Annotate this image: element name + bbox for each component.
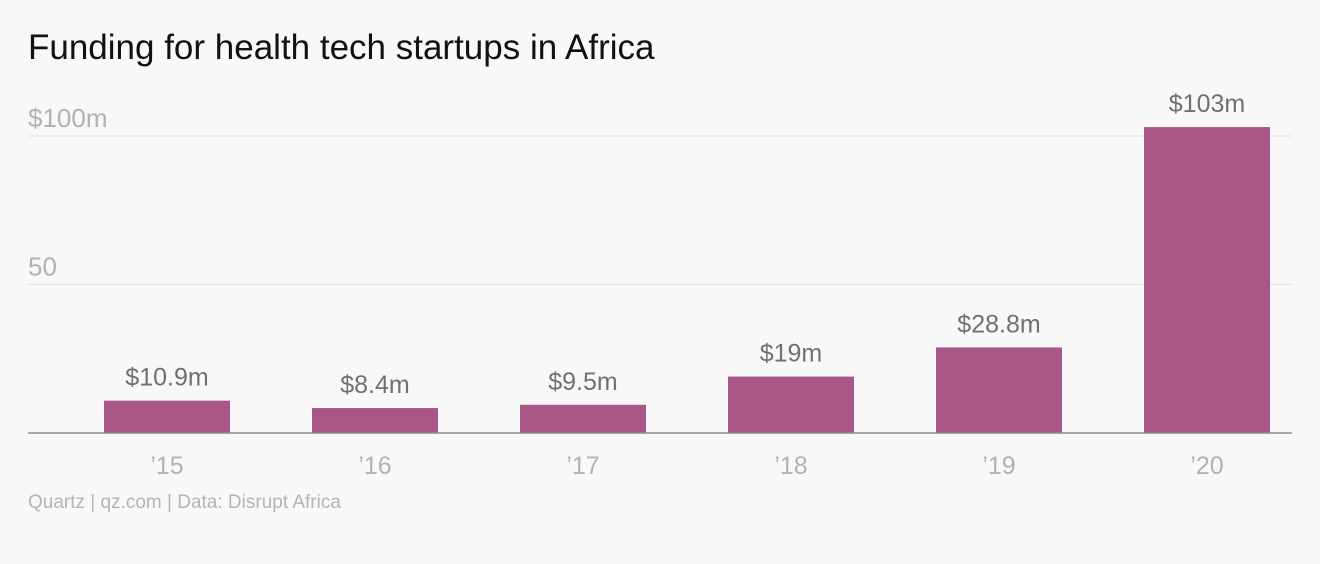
bar: [520, 404, 646, 433]
data-label: $103m: [1169, 90, 1245, 118]
y-tick-label: $100m: [28, 103, 108, 133]
source-note: Quartz | qz.com | Data: Disrupt Africa: [28, 492, 341, 513]
bar: [312, 408, 438, 433]
chart-title: Funding for health tech startups in Afri…: [28, 28, 655, 67]
bar: [1144, 127, 1270, 433]
x-tick-label: ’15: [150, 452, 183, 480]
x-tick-label: ’19: [982, 452, 1015, 480]
x-tick-label: ’16: [358, 452, 391, 480]
data-label: $19m: [760, 340, 823, 368]
data-label: $10.9m: [125, 364, 208, 392]
x-tick-label: ’20: [1190, 452, 1223, 480]
data-label: $28.8m: [957, 310, 1040, 338]
bar: [104, 400, 230, 433]
y-tick-labels: 50 $100m: [28, 103, 108, 282]
data-label: $8.4m: [340, 371, 409, 399]
x-tick-label: ’17: [566, 452, 599, 480]
bar: [728, 376, 854, 433]
grid-lines: [28, 135, 1292, 285]
y-tick-label: 50: [28, 252, 57, 282]
data-label: $9.5m: [548, 368, 617, 396]
x-tick-label: ’18: [774, 452, 807, 480]
bars: [104, 127, 1270, 433]
data-labels: $10.9m $8.4m $9.5m $19m $28.8m $103m: [125, 90, 1245, 399]
x-tick-labels: ’15 ’16 ’17 ’18 ’19 ’20: [150, 452, 1223, 480]
bar: [936, 347, 1062, 433]
